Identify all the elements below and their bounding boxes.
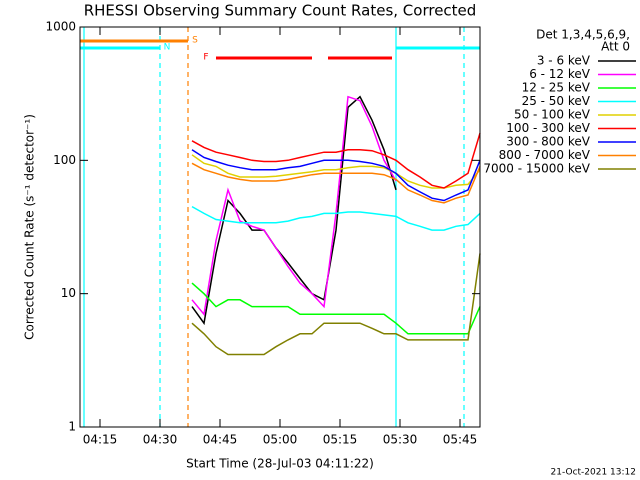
series-line	[191, 149, 481, 202]
flag-label: S	[192, 36, 198, 46]
y-axis-label: Corrected Count Rate (s⁻¹ detector⁻¹)	[23, 114, 37, 340]
x-tick-label: 05:15	[323, 433, 358, 447]
x-tick-label: 04:30	[143, 433, 178, 447]
legend-label: 100 - 300 keV	[506, 121, 590, 135]
flag-label: F	[203, 53, 208, 63]
legend-label: 6 - 12 keV	[529, 67, 591, 81]
y-tick-label: 1000	[45, 20, 76, 34]
y-tick-label: 100	[53, 153, 76, 167]
legend-label: 7000 - 15000 keV	[483, 162, 590, 176]
legend-title: Att 0	[601, 40, 630, 54]
x-tick-label: 05:45	[443, 433, 478, 447]
series-line	[191, 253, 481, 356]
legend-label: 25 - 50 keV	[522, 94, 591, 108]
flag-label: N	[164, 43, 171, 53]
legend-label: 800 - 7000 keV	[499, 148, 591, 162]
series-line	[191, 154, 481, 189]
x-axis-label: Start Time (28-Jul-03 04:11:22)	[186, 457, 374, 471]
y-tick-label: 1	[68, 420, 76, 434]
y-tick-label: 10	[61, 286, 76, 300]
series-line	[191, 95, 397, 317]
legend-label: 3 - 6 keV	[537, 54, 591, 68]
x-tick-label: 04:15	[83, 433, 118, 447]
series-line	[191, 162, 481, 204]
chart-title: RHESSI Observing Summary Count Rates, Co…	[84, 2, 477, 20]
series-line	[191, 282, 481, 335]
x-tick-label: 05:00	[263, 433, 298, 447]
legend-label: 300 - 800 keV	[506, 135, 590, 149]
series-line	[191, 205, 481, 231]
x-tick-label: 04:45	[203, 433, 238, 447]
legend-label: 50 - 100 keV	[514, 108, 591, 122]
footer: 21-Oct-2021 13:12	[551, 468, 636, 478]
series-line	[191, 95, 397, 326]
series-line	[191, 132, 481, 189]
x-tick-label: 05:30	[383, 433, 418, 447]
legend-label: 12 - 25 keV	[522, 81, 591, 95]
legend-title: Det 1,3,4,5,6,9,	[536, 28, 630, 42]
